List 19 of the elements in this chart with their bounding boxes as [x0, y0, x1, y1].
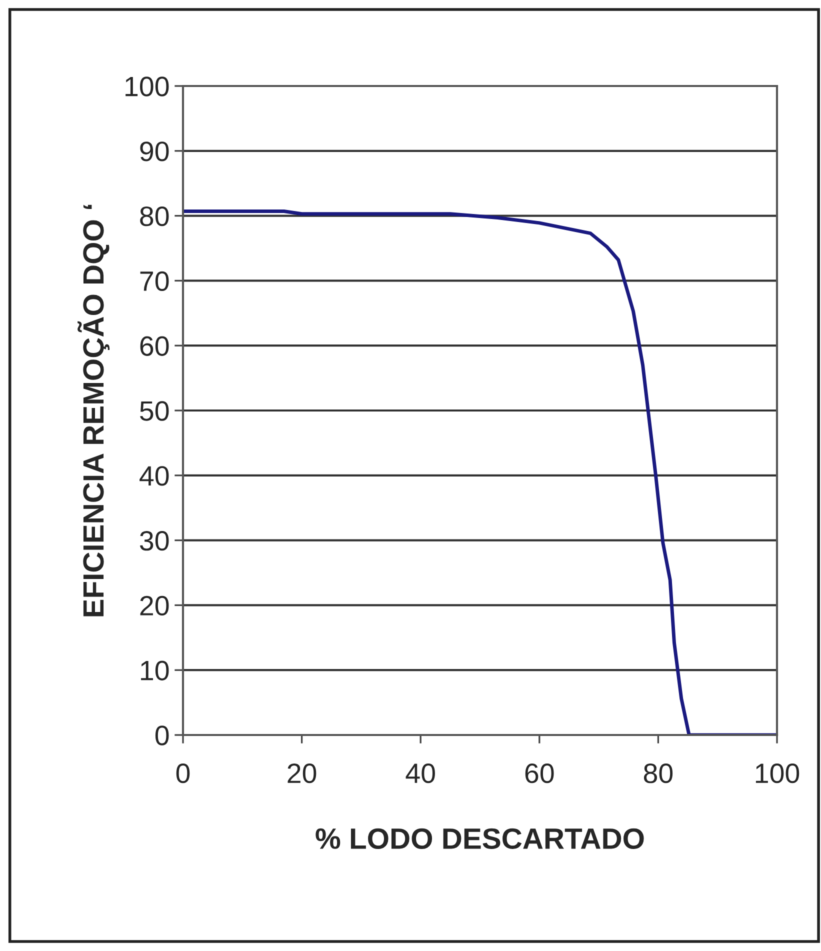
x-tick-label: 0 — [176, 764, 190, 784]
y-tick-label: 80 — [140, 206, 169, 226]
y-tick-label: 60 — [140, 336, 169, 356]
x-tick-label: 20 — [288, 764, 316, 784]
y-tick-label: 20 — [140, 596, 169, 616]
y-tick-label: 100 — [126, 76, 169, 96]
x-tick-label: 60 — [525, 764, 554, 784]
y-tick-label: 0 — [155, 726, 169, 746]
y-tick-label: 50 — [140, 401, 169, 421]
x-tick-label: 40 — [406, 764, 435, 784]
y-axis-title: EFICIENCIA REMOÇÃO DQO ‘ — [78, 204, 110, 616]
x-axis-title: % LODO DESCARTADO — [316, 828, 644, 849]
y-tick-label: 40 — [140, 466, 169, 486]
y-tick-label: 90 — [140, 142, 169, 162]
x-tick-label: 80 — [644, 764, 673, 784]
x-tick-label: 100 — [756, 764, 800, 784]
y-tick-label: 10 — [141, 660, 169, 680]
y-tick-label: 70 — [140, 271, 169, 292]
y-tick-label: 30 — [140, 530, 169, 551]
